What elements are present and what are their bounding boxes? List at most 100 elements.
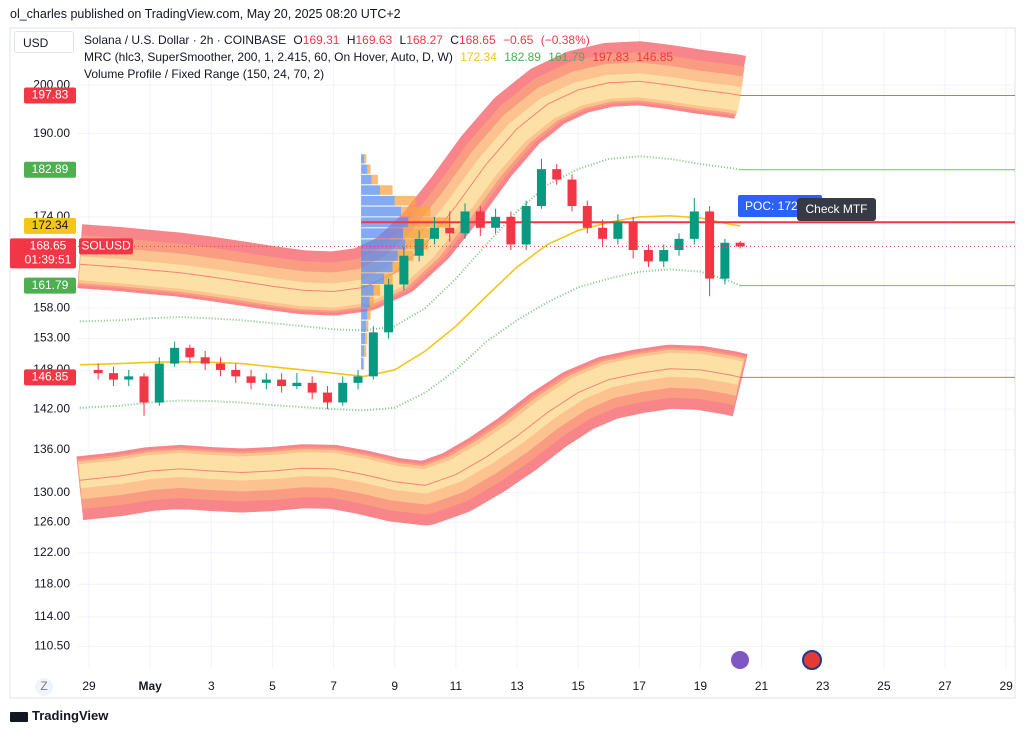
x-tick-label: 27: [938, 679, 952, 693]
price-label-bg: [24, 369, 76, 386]
y-tick-label: 142.00: [33, 401, 70, 415]
candle-body: [582, 206, 592, 228]
profile-down-bar: [367, 308, 371, 320]
candle-body: [322, 392, 332, 403]
candle-body: [521, 206, 531, 245]
x-tick-label: May: [138, 679, 162, 693]
ohlc-label: O: [293, 33, 303, 47]
x-tick-label: 23: [816, 679, 830, 693]
candle-body: [445, 227, 455, 234]
profile-down-bar: [371, 174, 378, 185]
candle-body: [261, 379, 271, 383]
ohlc-item: H169.63: [347, 33, 392, 47]
x-tick-label: 11: [450, 679, 463, 693]
profile-up-bar: [361, 296, 370, 308]
candle-body: [720, 242, 730, 279]
candle-body: [108, 373, 118, 380]
profile-up-bar: [361, 357, 364, 370]
z-button[interactable]: Z: [40, 679, 47, 693]
profile-down-bar: [369, 296, 374, 308]
price-labels: 172.34 182.89 161.79 197.83 146.85 168.6501:3…: [10, 87, 133, 386]
published-line: ol_charles published on TradingView.com,…: [10, 7, 401, 21]
price-label: 172.34: [32, 218, 69, 232]
candle-body: [307, 382, 317, 393]
candle-body: [215, 363, 225, 370]
price-label: 146.85: [32, 370, 69, 384]
profile-up-bar: [361, 273, 385, 284]
candle-body: [139, 376, 149, 403]
countdown: 01:39:51: [25, 253, 72, 267]
y-tick-label: 190.00: [33, 126, 70, 140]
y-tick-label: 158.00: [33, 300, 70, 314]
ohlc-label: L: [399, 33, 407, 47]
price-label-bg: [24, 161, 76, 178]
ohlc-label: C: [450, 33, 459, 47]
candle-body: [353, 376, 363, 383]
candle-body: [567, 179, 577, 207]
profile-down-bar: [392, 261, 404, 273]
price-label-bg: [24, 217, 76, 234]
profile-up-bar: [361, 195, 395, 206]
candle-body: [185, 347, 195, 358]
candle-body: [414, 238, 424, 256]
candle-body: [475, 211, 485, 228]
candle-body: [368, 332, 378, 377]
candle-body: [200, 357, 210, 364]
levels: [78, 94, 1015, 378]
candle-body: [674, 238, 684, 251]
candle-body: [552, 169, 562, 180]
candle-body: [705, 211, 715, 279]
ohlc-value: 169.31: [302, 33, 340, 47]
band-layer: [78, 352, 743, 494]
legend-indicator-row: MRC (hlc3, SuperSmoother, 200, 1, 2.415,…: [84, 49, 677, 66]
x-tick-label: 29: [82, 679, 96, 693]
tooltip: Check MTF: [797, 198, 876, 221]
ohlc-value: 169.63: [355, 33, 393, 47]
profile-up-bar: [361, 154, 365, 164]
y-tick-label: 136.00: [33, 442, 70, 456]
event-icon[interactable]: [802, 650, 822, 670]
profile-down-bar: [366, 320, 369, 332]
x-tick-label: 5: [269, 679, 276, 693]
indicator-value: 161.79: [548, 50, 585, 64]
event-icon[interactable]: [731, 651, 749, 669]
candle-body: [292, 382, 302, 387]
candle-body: [613, 222, 623, 239]
currency-button[interactable]: USD: [14, 31, 74, 53]
y-tick-label: 118.00: [34, 576, 70, 590]
candle-body: [93, 369, 103, 374]
change: −0.65: [502, 33, 534, 47]
profile-up-bar: [361, 185, 380, 195]
profile-up-bar: [361, 239, 406, 250]
x-tick-label: 25: [877, 679, 891, 693]
profile-up-bar: [361, 164, 368, 174]
price-label: 197.83: [32, 88, 69, 102]
price-label: 182.89: [32, 162, 69, 176]
legend-profile-row: Volume Profile / Fixed Range (150, 24, 7…: [84, 66, 328, 83]
inner-band-line: [79, 268, 741, 412]
candle-body: [689, 211, 699, 239]
profile-down-bar: [400, 206, 431, 217]
y-tick-label: 130.00: [33, 485, 70, 499]
profile-up-bar: [361, 228, 404, 239]
profile-up-bar: [361, 332, 366, 345]
legend-symbol-row: Solana / U.S. Dollar · 2h · COINBASE O16…: [84, 32, 594, 49]
brand-name: TradingView: [32, 708, 109, 723]
candle-body: [399, 255, 409, 285]
x-tick-label: 9: [391, 679, 398, 693]
candle-body: [628, 222, 638, 251]
profile-up-bar: [361, 174, 372, 185]
profile-down-bar: [394, 195, 416, 206]
profile-up-bar: [361, 284, 374, 296]
profile-up-bar: [361, 206, 401, 217]
candle-body: [536, 169, 546, 207]
profile-up-bar: [361, 320, 367, 332]
x-tick-label: 21: [755, 679, 769, 693]
ohlc-label: H: [346, 33, 356, 47]
z-button-bg[interactable]: [35, 678, 53, 696]
indicator-value: 172.34: [460, 50, 497, 64]
candle-body: [231, 369, 241, 377]
candle-body: [429, 227, 439, 239]
profile-up-bar: [361, 308, 368, 320]
